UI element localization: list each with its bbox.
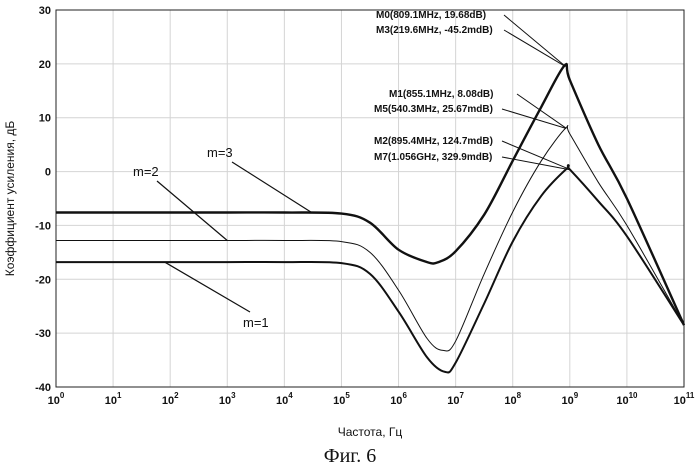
x-tick-label: 106	[390, 391, 407, 407]
marker-leader	[517, 94, 566, 128]
annotation-pointer	[165, 262, 250, 312]
series-line-m=1	[56, 165, 684, 372]
curve-annotation-m=1: m=1	[243, 315, 269, 330]
x-tick-label: 102	[162, 391, 179, 407]
y-tick-label: -40	[35, 382, 51, 394]
curve-annotation-m=2: m=2	[133, 164, 159, 179]
tick-labels: 3020100-10-20-30-40100101102103104105106…	[35, 5, 695, 407]
y-tick-label: 20	[39, 59, 51, 71]
marker-label: M1(855.1MHz, 8.08dB)	[389, 89, 493, 100]
x-axis-title: Частота, Гц	[338, 425, 403, 439]
annotation-pointer	[157, 181, 227, 241]
grid	[56, 10, 684, 387]
y-tick-label: -20	[35, 274, 51, 286]
curve-annotation-m=3: m=3	[207, 145, 233, 160]
marker-label: M3(219.6MHz, -45.2mdB)	[376, 25, 493, 36]
series-line-m=2	[56, 125, 684, 351]
marker-labels: M0(809.1MHz, 19.68dB) M3(219.6MHz, -45.2m…	[374, 10, 493, 163]
y-tick-label: 30	[39, 5, 51, 17]
x-tick-label: 1011	[674, 391, 695, 407]
marker-label: M7(1.056GHz, 329.9mdB)	[374, 152, 492, 163]
marker-label: M2(895.4MHz, 124.7mdB)	[374, 136, 493, 147]
marker-label: M5(540.3MHz, 25.67mdB)	[374, 104, 493, 115]
y-tick-label: 10	[39, 113, 51, 125]
x-tick-label: 104	[276, 391, 293, 407]
x-tick-label: 107	[447, 391, 464, 407]
marker-leader	[502, 109, 566, 128]
x-tick-label: 109	[561, 391, 578, 407]
marker-label: M0(809.1MHz, 19.68dB)	[376, 10, 486, 21]
x-tick-label: 105	[333, 391, 350, 407]
annotation-pointer	[232, 162, 312, 213]
y-tick-label: -30	[35, 328, 51, 340]
x-tick-label: 103	[219, 391, 236, 407]
x-tick-label: 1010	[616, 391, 638, 407]
plot-frame	[56, 10, 684, 387]
figure-caption: Фиг. 6	[324, 445, 376, 467]
y-tick-label: 0	[45, 167, 51, 179]
y-axis-title: Коэффициент усиления, дБ	[3, 121, 17, 277]
series-line-m=3	[56, 64, 684, 325]
curves	[56, 64, 684, 372]
x-tick-label: 101	[105, 391, 122, 407]
x-tick-label: 108	[504, 391, 521, 407]
y-tick-label: -10	[35, 220, 51, 232]
